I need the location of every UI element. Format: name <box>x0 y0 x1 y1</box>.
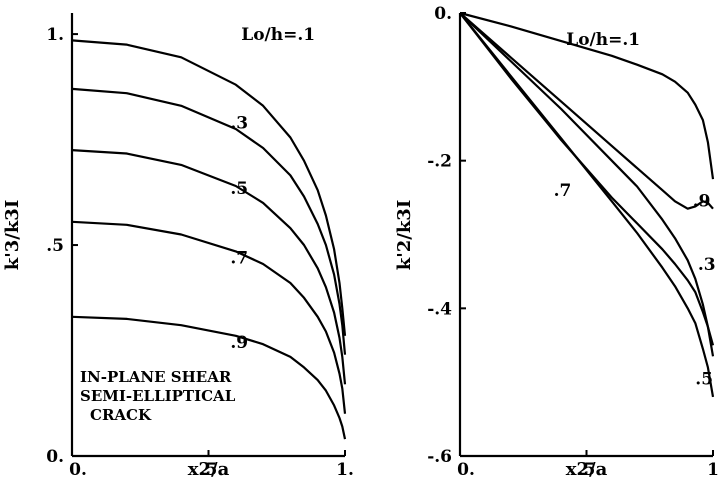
left-series-label: .5 <box>230 179 248 199</box>
right-series-label: .3 <box>698 255 716 275</box>
right-series-line <box>459 12 715 346</box>
left-series-line <box>71 149 347 385</box>
right-series-line <box>459 12 714 210</box>
panel-left-k3: 0. .5 1. 0. .5 1. x2/a k'3/k3I Lo/h=.1 .3 .5 .7 .9 IN… <box>2 13 354 479</box>
right-series-line <box>459 12 715 357</box>
left-series-line <box>71 315 347 440</box>
right-series-label: .5 <box>695 369 713 389</box>
right-y-axis-label: k'2/k3I <box>394 200 415 271</box>
right-series-label: Lo/h=.1 <box>566 30 640 50</box>
right-series-label: .9 <box>693 192 711 212</box>
left-series-line <box>71 220 347 414</box>
left-x-tick-label: .5 <box>200 460 218 479</box>
right-x-tick-label: 0. <box>457 460 475 479</box>
right-y-tick-label: -.2 <box>427 152 452 172</box>
right-y-tick-label: -.6 <box>427 447 452 467</box>
right-x-tick-label: .5 <box>578 460 596 479</box>
left-note-line: CRACK <box>90 406 152 424</box>
left-series-label: .9 <box>230 333 248 353</box>
left-series-line <box>71 39 347 336</box>
left-y-tick-label: 1. <box>46 25 64 45</box>
right-series-line <box>459 12 715 398</box>
right-y-tick-label: 0. <box>434 4 452 24</box>
panel-right-k2: 0. .5 1 0. -.2 -.4 -.6 x2/a k'2/k3I Lo/h=.1 .9 .3 .5… <box>394 4 719 479</box>
right-series-line <box>459 11 715 180</box>
left-note-line: SEMI-ELLIPTICAL <box>80 387 236 405</box>
right-series-label: .7 <box>554 181 572 201</box>
left-x-tick-label: 0. <box>69 460 87 479</box>
left-series-line <box>71 87 347 355</box>
left-note-line: IN-PLANE SHEAR <box>80 368 232 386</box>
right-x-tick-label: 1 <box>707 460 719 479</box>
left-x-tick-label: 1. <box>336 460 354 479</box>
left-y-axis-label: k'3/k3I <box>2 200 23 271</box>
left-x-axis-label: x2/a <box>188 459 230 479</box>
left-series-label: .3 <box>230 114 248 134</box>
left-y-tick-label: 0. <box>46 447 64 467</box>
right-x-axis-label: x2/a <box>566 459 608 479</box>
left-series-label: Lo/h=.1 <box>241 25 315 45</box>
left-series-label: .7 <box>230 249 248 269</box>
left-y-tick-label: .5 <box>46 236 64 256</box>
right-y-tick-label: -.4 <box>427 299 452 319</box>
